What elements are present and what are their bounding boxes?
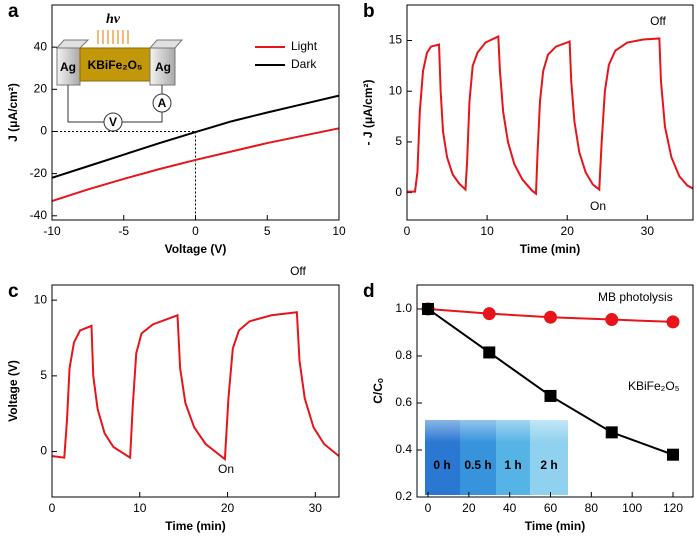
- marker: [483, 346, 496, 359]
- annotation: Off: [290, 264, 306, 278]
- plot-frame: [51, 4, 340, 221]
- panel-label: d: [363, 281, 375, 302]
- x-tick-label: 0: [192, 224, 199, 238]
- x-tick-label: 40: [503, 501, 517, 515]
- y-tick-label: 0: [395, 185, 402, 199]
- voltmeter: V: [109, 115, 117, 129]
- y-tick-label: 10: [389, 83, 403, 97]
- series-label: KBiFe₂O₅: [628, 379, 680, 393]
- x-tick-label: 120: [663, 501, 683, 515]
- x-tick-label: -5: [118, 224, 129, 238]
- panel-label: b: [363, 1, 375, 22]
- x-tick-label: 0: [49, 501, 56, 515]
- plot-frame: [416, 284, 694, 498]
- series-line: [51, 127, 340, 202]
- y-tick-label: -20: [30, 166, 48, 180]
- marker: [482, 307, 496, 321]
- inset-ag: Ag: [60, 60, 76, 74]
- marker: [544, 389, 557, 402]
- x-tick-label: 30: [309, 501, 323, 515]
- x-axis-label: Time (min): [525, 519, 585, 533]
- y-tick-label: 0.8: [395, 348, 412, 362]
- vial-label: 0.5 h: [464, 458, 491, 472]
- y-tick-label: 40: [34, 39, 48, 53]
- ammeter: A: [158, 96, 167, 110]
- x-tick-label: 10: [133, 501, 147, 515]
- y-axis-label: - J (μA/cm²): [361, 79, 375, 145]
- y-tick-label: 1.0: [395, 301, 412, 315]
- x-tick-label: 10: [332, 224, 346, 238]
- panel-label: a: [8, 1, 19, 22]
- marker: [422, 302, 435, 315]
- x-tick-label: 10: [480, 224, 494, 238]
- marker: [666, 448, 679, 461]
- series-line: [407, 34, 694, 196]
- vials-photo: [425, 420, 568, 495]
- y-axis-label: C/Cₒ: [371, 378, 385, 404]
- y-tick-label: -40: [30, 208, 48, 222]
- x-axis-label: Time (min): [165, 519, 225, 533]
- y-tick-label: 0: [40, 444, 47, 458]
- x-tick-label: 30: [641, 224, 655, 238]
- x-axis-label: Time (min): [520, 242, 580, 256]
- plot-frame: [406, 4, 694, 221]
- series-label: MB photolysis: [598, 290, 673, 304]
- plot-frame: [51, 284, 340, 498]
- series-line: [51, 94, 340, 179]
- vial-label: 0 h: [433, 458, 450, 472]
- y-tick-label: 10: [34, 292, 48, 306]
- y-tick-label: 0: [40, 124, 47, 138]
- series-line: [51, 311, 340, 462]
- annotation: On: [590, 199, 606, 213]
- x-tick-label: 60: [544, 501, 558, 515]
- marker: [666, 315, 680, 329]
- annotation: Off: [650, 14, 666, 28]
- marker: [605, 426, 618, 439]
- legend-label: Dark: [291, 57, 317, 71]
- vial-label: 1 h: [504, 458, 521, 472]
- light-arrows: [97, 30, 129, 44]
- y-tick-label: 5: [395, 134, 402, 148]
- inset-sample-label: KBiFe₂O₅: [88, 58, 143, 72]
- x-tick-label: 20: [561, 224, 575, 238]
- x-tick-label: 20: [221, 501, 235, 515]
- x-tick-label: 20: [462, 501, 476, 515]
- y-tick-label: 20: [34, 81, 48, 95]
- x-tick-label: 0: [425, 501, 432, 515]
- x-tick-label: 80: [585, 501, 599, 515]
- y-tick-label: 5: [40, 368, 47, 382]
- ag-electrode: [149, 47, 176, 86]
- y-tick-label: 15: [389, 33, 403, 47]
- legend-label: Light: [291, 39, 318, 53]
- y-axis-label: Voltage (V): [6, 360, 20, 422]
- y-tick-label: 0.6: [395, 395, 412, 409]
- x-axis-label: Voltage (V): [165, 242, 227, 256]
- vial-label: 2 h: [540, 458, 557, 472]
- y-tick-label: 0.2: [395, 489, 412, 503]
- x-tick-label: 100: [622, 501, 642, 515]
- inset-hv: hν: [106, 12, 121, 27]
- marker: [605, 313, 619, 327]
- y-axis-label: J (μA/cm²): [6, 83, 20, 142]
- wire: [67, 85, 163, 123]
- x-tick-label: 5: [264, 224, 271, 238]
- y-tick-label: 0.4: [395, 442, 412, 456]
- inset-ag: Ag: [155, 60, 171, 74]
- x-tick-label: 0: [404, 224, 411, 238]
- annotation: On: [218, 462, 234, 476]
- x-tick-label: -10: [43, 224, 61, 238]
- panel-a-inset: hν Ag KBiFe₂O₅ Ag V A: [55, 12, 184, 132]
- panel-label: c: [8, 281, 19, 302]
- marker: [544, 310, 558, 324]
